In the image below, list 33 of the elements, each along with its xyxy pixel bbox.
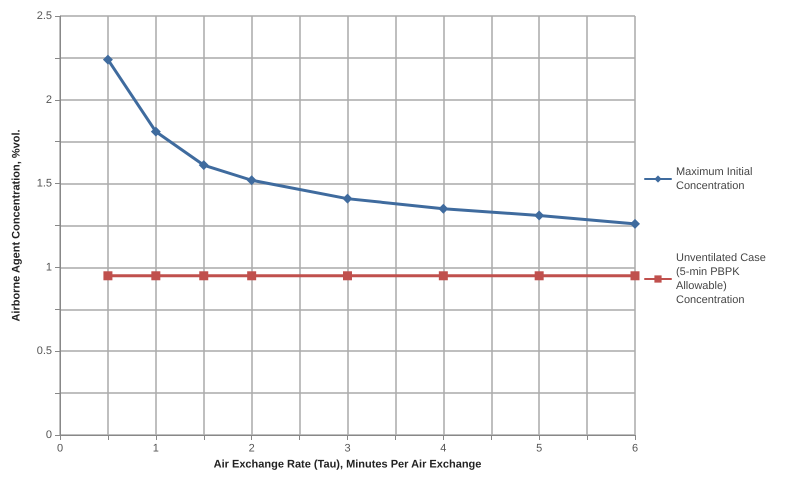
x-tick-label: 1 [152,442,159,454]
point [630,271,640,280]
point [102,54,113,65]
point [198,160,209,170]
point [247,271,256,280]
point [199,271,208,280]
y-tick-label: 1 [46,261,52,274]
y-tick-label: 0 [46,429,52,441]
point [246,175,257,186]
x-axis-title: Air Exchange Rate (Tau), Minutes Per Air Exchange [214,458,482,470]
y-tick-label: 0.5 [36,345,52,358]
point [534,210,544,220]
point [438,271,448,280]
x-tick-label: 3 [344,442,351,454]
y-tick-label: 2.5 [36,10,52,22]
legend-label: Unventilated Case (5-min PBPK Allowable) Concentration [676,252,769,306]
y-tick-label: 1.5 [36,178,52,190]
point [150,126,161,137]
y-tick-label: 2 [46,94,52,106]
legend-label: Maximum Initial Concentration [676,166,756,192]
point [151,271,160,280]
y-axis-title: Airborne Agent Concentration, %vol. [10,129,22,322]
point [534,271,544,280]
point [438,204,448,214]
point [343,271,352,280]
x-tick-label: 2 [248,442,255,454]
point [342,194,352,204]
point [103,271,112,280]
x-tick-label: 0 [56,442,64,454]
x-tick-label: 4 [440,442,446,454]
point [630,218,640,229]
x-tick-label: 5 [536,442,542,454]
x-tick-label: 6 [632,442,638,454]
